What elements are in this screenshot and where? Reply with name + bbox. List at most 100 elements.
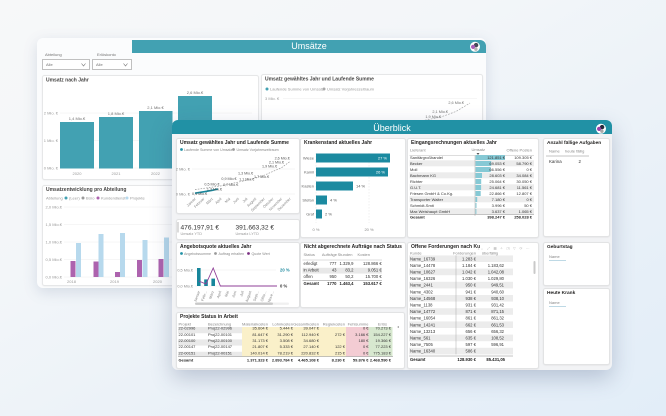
svg-text:Regiekosten: Regiekosten — [323, 322, 345, 327]
svg-text:2020: 2020 — [73, 171, 83, 176]
svg-text:Proj22-00151: Proj22-00151 — [208, 350, 233, 355]
svg-text:G.U.T.: G.U.T. — [410, 185, 421, 190]
svg-text:Name_10627: Name_10627 — [410, 270, 436, 275]
svg-text:1,3 Mio.€: 1,3 Mio.€ — [207, 188, 222, 192]
svg-text:20 %: 20 % — [364, 227, 374, 232]
svg-text:66.556 €: 66.556 € — [489, 167, 505, 172]
svg-text:0 €: 0 € — [526, 167, 532, 172]
svg-text:22-00151: 22-00151 — [179, 350, 197, 355]
svg-text:2.893.784 €: 2.893.784 € — [272, 358, 294, 363]
svg-text:Gesamt: Gesamt — [304, 281, 320, 286]
svg-text:22-00147: 22-00147 — [179, 344, 197, 349]
svg-text:Max Weishaupt GmbH: Max Weishaupt GmbH — [410, 209, 450, 214]
svg-text:Sept...: Sept... — [253, 290, 260, 301]
svg-text:Okto...: Okto... — [260, 290, 267, 302]
svg-text:Richter: Richter — [410, 179, 423, 184]
svg-text:1.329,9: 1.329,9 — [340, 261, 355, 266]
svg-text:931,42: 931,42 — [491, 303, 504, 308]
svg-text:Auftrag erhalten: Auftrag erhalten — [219, 252, 245, 256]
svg-text:1.371.323 €: 1.371.323 € — [247, 358, 269, 363]
svg-text:154.227 €: 154.227 € — [373, 332, 392, 337]
svg-text:777: 777 — [330, 261, 338, 266]
svg-text:2019: 2019 — [110, 279, 120, 284]
svg-text:1,3 Mio.€: 1,3 Mio.€ — [238, 172, 253, 176]
svg-text:0 €: 0 € — [363, 344, 369, 349]
svg-text:Moll: Moll — [410, 167, 417, 172]
svg-text:25.064 €: 25.064 € — [489, 179, 505, 184]
svg-text:2 %: 2 % — [325, 212, 332, 217]
svg-text:19.366 €: 19.366 € — [375, 338, 391, 343]
svg-text:Juni: Juni — [232, 197, 240, 205]
svg-text:1.030 €: 1.030 € — [462, 276, 477, 281]
svg-text:Name_16340: Name_16340 — [410, 349, 436, 354]
svg-text:1: 1 — [478, 247, 480, 251]
svg-text:4 %: 4 % — [330, 198, 337, 203]
svg-text:2 Mio. €: 2 Mio. € — [176, 167, 191, 172]
svg-text:1,5 Mio.€: 1,5 Mio.€ — [46, 222, 63, 227]
svg-text:50,2: 50,2 — [345, 274, 354, 279]
svg-text:12.807 €: 12.807 € — [516, 191, 532, 196]
svg-text:931 €: 931 € — [466, 303, 477, 308]
svg-text:März: März — [205, 197, 214, 206]
svg-text:Juli: Juli — [239, 290, 245, 297]
svg-text:Name_7505: Name_7505 — [410, 342, 433, 347]
svg-text:⌃: ⌃ — [473, 247, 476, 251]
svg-text:Stefan: Stefan — [302, 198, 314, 203]
svg-text:Gesamt: Gesamt — [410, 357, 426, 362]
svg-text:3.166 €: 3.166 € — [355, 332, 369, 337]
svg-text:2,6 Mio.€: 2,6 Mio.€ — [448, 101, 465, 105]
svg-text:22-00101: 22-00101 — [179, 332, 197, 337]
svg-text:476.197,91 €: 476.197,91 € — [181, 225, 220, 232]
svg-text:Name_14478: Name_14478 — [410, 263, 436, 268]
svg-text:Fehlsumme: Fehlsumme — [348, 322, 370, 327]
svg-text:Name_16326: Name_16326 — [410, 276, 436, 281]
svg-text:180 €: 180 € — [358, 338, 369, 343]
svg-text:153.617 €: 153.617 € — [363, 281, 382, 286]
svg-text:3.637 €: 3.637 € — [492, 209, 506, 214]
svg-text:Name_16739: Name_16739 — [410, 256, 436, 261]
svg-text:Umsatz: Umsatz — [471, 147, 485, 152]
svg-text:3 Mio. €: 3 Mio. € — [265, 96, 280, 101]
svg-text:Kasten: Kasten — [302, 184, 314, 189]
svg-text:596,91: 596,91 — [491, 342, 504, 347]
svg-text:Laufende Summe von Umsatz: Laufende Summe von Umsatz — [184, 148, 233, 152]
svg-text:2 Mio. €: 2 Mio. € — [44, 111, 59, 116]
svg-text:0 Mio. €: 0 Mio. € — [44, 166, 59, 171]
svg-text:24.681 €: 24.681 € — [489, 185, 505, 190]
svg-text:1 Mio. €: 1 Mio. € — [44, 138, 59, 143]
svg-text:Projekte Status in Arbeit: Projekte Status in Arbeit — [180, 314, 238, 320]
svg-text:Eingangsrechnungen aktuelles J: Eingangsrechnungen aktuelles Jahr — [411, 140, 497, 146]
svg-text:14 %: 14 % — [356, 184, 366, 189]
svg-text:1,4 Mio.€: 1,4 Mio.€ — [69, 116, 86, 121]
svg-text:215 €: 215 € — [335, 350, 346, 355]
svg-text:Nove...: Nove... — [267, 290, 275, 302]
svg-text:34.084 €: 34.084 € — [516, 173, 532, 178]
svg-text:Graf: Graf — [306, 212, 315, 217]
svg-text:0,5 Mio.€: 0,5 Mio.€ — [46, 257, 63, 262]
svg-text:272 €: 272 € — [335, 332, 346, 337]
svg-text:69.053 €: 69.053 € — [489, 161, 505, 166]
svg-text:Umsatz gewähltes Jahr und Lauf: Umsatz gewähltes Jahr und Laufende Summe — [180, 140, 289, 146]
svg-text:✧: ✧ — [500, 247, 504, 251]
svg-text:Erlös: Erlös — [378, 322, 387, 327]
svg-text:0,0 Mio.€: 0,0 Mio.€ — [177, 285, 194, 289]
svg-text:◳: ◳ — [507, 247, 511, 251]
svg-text:heute fällig: heute fällig — [565, 149, 584, 154]
svg-text:Juni: Juni — [231, 290, 237, 298]
svg-text:50 €: 50 € — [524, 203, 533, 208]
svg-text:1,0 Mio.€: 1,0 Mio.€ — [46, 240, 63, 245]
svg-text:26 %: 26 % — [376, 170, 386, 175]
svg-text:Laufende Summe von Umsatz: Laufende Summe von Umsatz — [270, 87, 324, 92]
svg-text:Umsatz Vorjahreszeitraum: Umsatz Vorjahreszeitraum — [237, 148, 279, 152]
svg-text:Juli: Juli — [242, 197, 249, 204]
svg-text:938 €: 938 € — [466, 296, 477, 301]
svg-text:656 €: 656 € — [466, 329, 477, 334]
svg-text:Abteilung: Abteilung — [46, 196, 63, 201]
svg-text:0,4 Mio.€: 0,4 Mio.€ — [192, 192, 207, 196]
svg-text:Proj22-00147: Proj22-00147 — [208, 344, 233, 349]
svg-text:2.468.590 €: 2.468.590 € — [370, 358, 392, 363]
svg-text:0,9 Mio.€: 0,9 Mio.€ — [221, 177, 236, 181]
svg-text:Januar: Januar — [193, 290, 201, 303]
svg-text:109.305 €: 109.305 € — [514, 155, 533, 160]
svg-text:2,1 Mio.€: 2,1 Mio.€ — [269, 161, 284, 165]
